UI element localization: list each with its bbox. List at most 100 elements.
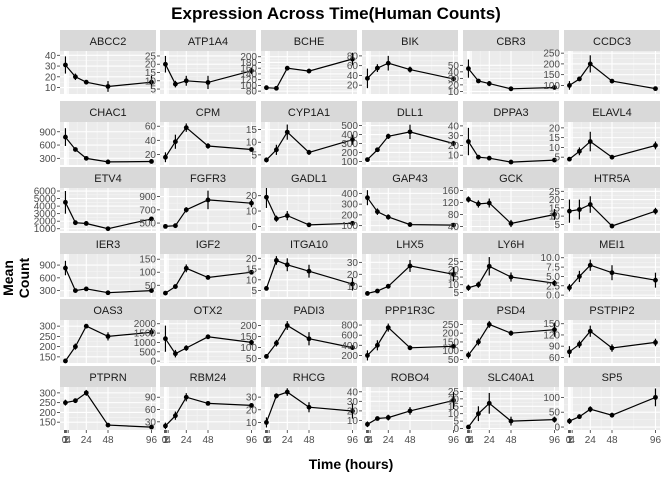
y-tick-label: 600	[39, 273, 56, 284]
data-point	[72, 220, 78, 226]
y-tick-label: 200	[543, 59, 560, 70]
y-tick-label: 900	[39, 261, 56, 272]
data-point	[587, 406, 593, 412]
data-point	[466, 285, 471, 291]
y-tick-label: 3000	[34, 209, 57, 220]
data-point	[475, 154, 481, 160]
data-point	[451, 343, 456, 349]
data-point	[172, 351, 178, 357]
data-point	[205, 80, 211, 85]
facet-strip	[564, 101, 660, 122]
y-tick-label: 600	[39, 141, 56, 152]
data-point	[567, 285, 572, 291]
x-tick-label: 4	[65, 435, 71, 446]
y-tick-label: 20	[347, 406, 359, 417]
y-tick-label: 0	[453, 424, 459, 435]
facet-label: GAP43	[392, 173, 427, 185]
data-point	[172, 223, 178, 229]
y-tick-label: 40	[448, 121, 460, 132]
data-point	[587, 328, 593, 334]
x-tick-label: 2	[164, 435, 170, 446]
y-tick-label: 200	[341, 351, 358, 362]
facet-strip	[362, 167, 458, 188]
y-tick-label: 5	[554, 220, 560, 231]
x-tick-label: 24	[383, 435, 395, 446]
data-point	[374, 342, 380, 348]
y-tick-label: 10	[448, 280, 460, 291]
x-tick-label: 96	[347, 435, 359, 446]
x-tick-label: 0	[62, 435, 68, 446]
y-tick-label: 0	[554, 423, 560, 434]
x-tick-label: 96	[448, 435, 460, 446]
y-tick-label: 200	[39, 408, 56, 419]
y-tick-label: 200	[341, 148, 358, 159]
y-tick-label: 20	[549, 123, 561, 134]
y-tick-label: 400	[341, 189, 358, 200]
x-tick-label: 48	[505, 435, 517, 446]
data-point	[385, 283, 391, 289]
y-tick-label: 15	[549, 203, 561, 214]
data-point	[72, 74, 78, 80]
data-point	[576, 207, 582, 212]
data-point	[486, 263, 492, 269]
y-tick-label: 80	[347, 51, 359, 62]
x-tick-label: 2	[366, 435, 372, 446]
y-tick-label: 500	[139, 219, 156, 230]
data-point	[385, 214, 391, 220]
y-tick-label: 20	[448, 80, 460, 91]
data-point	[284, 389, 290, 395]
data-point	[306, 68, 312, 74]
y-tick-label: 5000	[34, 194, 57, 205]
y-tick-label: 50	[246, 354, 258, 365]
y-tick-label: 20	[347, 270, 359, 281]
data-point	[653, 143, 658, 148]
y-tick-label: 100	[139, 268, 156, 279]
data-point	[205, 197, 211, 203]
y-tick-label: 500	[139, 347, 156, 358]
x-tick-label: 24	[484, 435, 496, 446]
y-tick-label: 400	[341, 130, 358, 141]
data-point	[587, 61, 593, 67]
x-tick-label: 48	[102, 435, 114, 446]
y-tick-label: 5	[251, 286, 257, 297]
y-tick-label: 10	[549, 143, 561, 154]
data-point	[451, 76, 456, 82]
x-tick-label: 24	[282, 435, 294, 446]
data-point	[407, 345, 413, 351]
data-point	[451, 397, 456, 403]
y-tick-label: 1500	[134, 329, 157, 340]
y-tick-label: 5	[554, 153, 560, 164]
y-tick-label: 20	[347, 81, 359, 92]
x-tick-label: 2	[265, 435, 271, 446]
x-tick-label: 24	[81, 435, 93, 446]
facet-strip	[60, 30, 156, 51]
facet-label: DPPA3	[493, 107, 528, 119]
y-tick-label: 10	[347, 416, 359, 427]
facet-strip	[564, 233, 660, 254]
data-point	[508, 86, 514, 92]
facet-strip	[160, 366, 256, 387]
data-point	[587, 202, 593, 207]
x-tick-label: 0	[465, 435, 471, 446]
y-tick-label: 5	[453, 288, 459, 299]
data-point	[284, 213, 290, 219]
data-point	[486, 200, 492, 206]
data-point	[149, 79, 154, 85]
data-point	[149, 329, 154, 335]
data-point	[475, 282, 481, 288]
y-tick-label: 20	[45, 72, 57, 83]
x-tick-label: 48	[606, 435, 618, 446]
y-tick-label: 10	[145, 76, 157, 87]
y-tick-label: 40	[347, 387, 359, 398]
data-point	[567, 83, 572, 88]
data-point	[451, 141, 456, 146]
data-point	[365, 75, 370, 81]
data-point	[365, 353, 370, 358]
data-point	[83, 155, 89, 161]
facet-label: CBR3	[496, 36, 525, 48]
facet-label: GADL1	[291, 173, 327, 185]
x-tick-label: 96	[549, 435, 561, 446]
y-tick-label: 20	[145, 60, 157, 71]
x-tick-label: 24	[181, 435, 193, 446]
y-tick-label: 5.0	[546, 272, 560, 283]
